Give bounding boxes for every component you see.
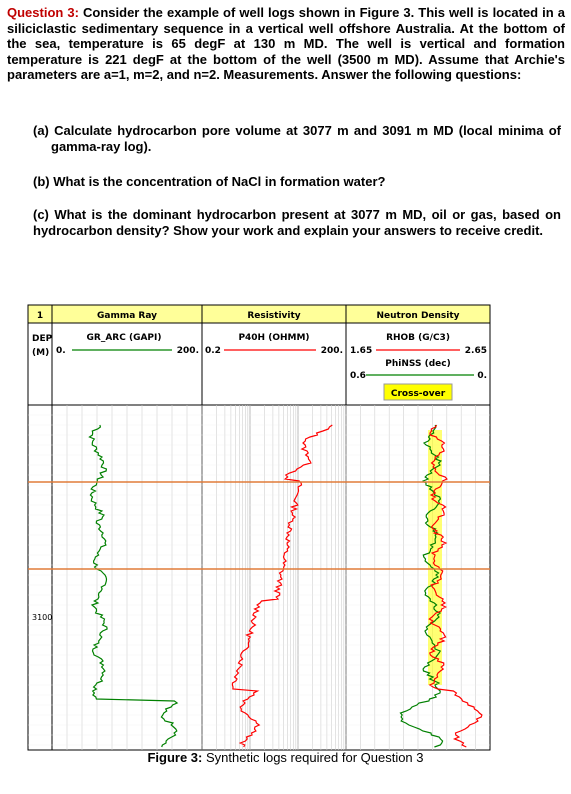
log-header: 1 Gamma Ray Resistivity Neutron Density … — [27, 304, 491, 406]
part-a: (a) Calculate hydrocarbon pore volume at… — [33, 123, 561, 154]
question-text: Question 3: Consider the example of well… — [7, 5, 565, 83]
resistivity-curve — [231, 424, 333, 748]
depth-label: DEP — [32, 334, 53, 344]
phi-scale-min: 0.6 — [350, 371, 366, 381]
rhob-scale-min: 1.65 — [350, 346, 372, 356]
resistivity-scale-min: 0.2 — [205, 346, 221, 356]
log-curves — [88, 424, 483, 748]
phi-scale-max: 0. — [477, 371, 487, 381]
caption-text: Synthetic logs required for Question 3 — [206, 750, 424, 765]
log-body: 3100 — [27, 404, 491, 751]
caption-label: Figure 3: — [147, 750, 203, 765]
depth-tick-3100: 3100 — [32, 613, 52, 622]
phi-curve-name: PhiNSS (dec) — [385, 359, 450, 369]
depth-unit: (M) — [32, 348, 49, 358]
neutron-title-box — [345, 304, 491, 324]
track-number: 1 — [37, 311, 43, 321]
part-c-text: (c) What is the dominant hydrocarbon pre… — [33, 207, 561, 238]
crossover-fill — [428, 430, 442, 685]
gamma-scale-min: 0. — [56, 346, 66, 356]
part-a-text: (a) Calculate hydrocarbon pore volume at… — [33, 123, 561, 154]
rhob-curve-name: RHOB (G/C3) — [386, 333, 450, 343]
resistivity-curve-name: P40H (OHMM) — [238, 333, 309, 343]
rhob-scale-max: 2.65 — [465, 346, 487, 356]
part-b: (b) What is the concentration of NaCl in… — [33, 174, 561, 190]
resistivity-scale-max: 200. — [321, 346, 343, 356]
gamma-title: Gamma Ray — [97, 311, 157, 321]
resistivity-title: Resistivity — [247, 311, 300, 321]
figure-caption: Figure 3: Synthetic logs required for Qu… — [0, 750, 571, 765]
part-b-text: (b) What is the concentration of NaCl in… — [33, 174, 386, 189]
gamma-ray-curve — [88, 424, 179, 748]
gamma-curve-name: GR_ARC (GAPI) — [87, 333, 162, 343]
crossover-label: Cross-over — [391, 389, 446, 399]
density-curve — [428, 424, 483, 748]
question-body: Consider the example of well logs shown … — [7, 5, 565, 82]
neutron-curve — [399, 424, 444, 748]
neutron-title: Neutron Density — [376, 311, 459, 321]
crossover-legend-box — [383, 383, 453, 401]
part-c: (c) What is the dominant hydrocarbon pre… — [33, 207, 561, 238]
question-label: Question 3: — [7, 5, 79, 20]
log-grid — [28, 405, 490, 750]
gamma-scale-max: 200. — [177, 346, 199, 356]
